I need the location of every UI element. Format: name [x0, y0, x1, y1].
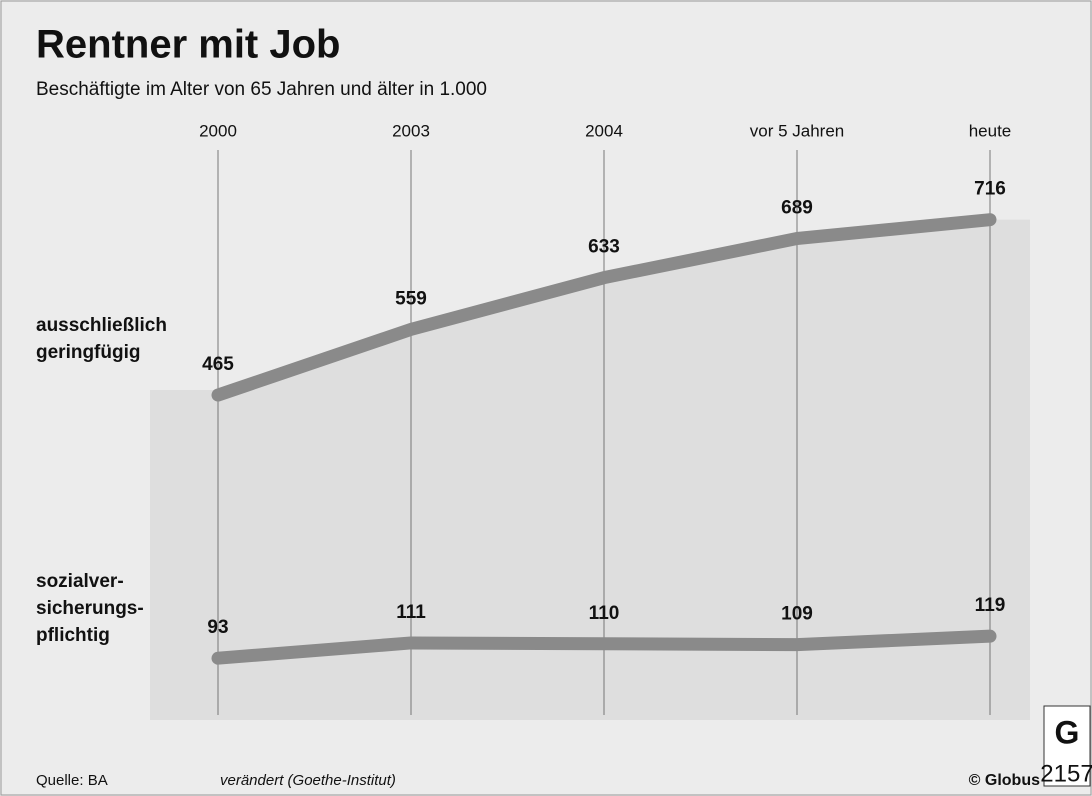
chart-subtitle: Beschäftigte im Alter von 65 Jahren und … [36, 79, 487, 100]
value-label: 109 [781, 604, 813, 625]
legend-entry: ausschließlich geringfügig [36, 312, 167, 366]
note: verändert (Goethe-Institut) [220, 772, 396, 789]
chart-title: Rentner mit Job [36, 23, 340, 67]
legend-entry: sozialver- sicherungs- pflichtig [36, 568, 144, 649]
x-tick-label: 2000 [199, 121, 237, 140]
value-label: 716 [974, 179, 1006, 200]
code: 2157 [1040, 760, 1092, 787]
credit: © Globus [969, 772, 1040, 789]
value-label: 110 [589, 603, 620, 624]
logo: G [1055, 714, 1080, 750]
value-label: 689 [781, 198, 813, 219]
x-tick-label: 2003 [392, 121, 430, 140]
source: Quelle: BA [36, 772, 108, 789]
value-label: 559 [395, 288, 427, 309]
x-tick-label: vor 5 Jahren [750, 121, 845, 140]
x-tick-label: heute [969, 121, 1012, 140]
x-tick-label: 2004 [585, 121, 623, 140]
value-label: 119 [975, 595, 1006, 616]
value-label: 111 [396, 602, 426, 623]
page: Rentner mit Job Beschäftigte im Alter vo… [0, 0, 1092, 796]
value-label: 633 [588, 237, 620, 258]
value-label: 465 [202, 354, 234, 375]
chart: Rentner mit Job Beschäftigte im Alter vo… [0, 0, 1092, 796]
value-label: 93 [207, 617, 228, 638]
